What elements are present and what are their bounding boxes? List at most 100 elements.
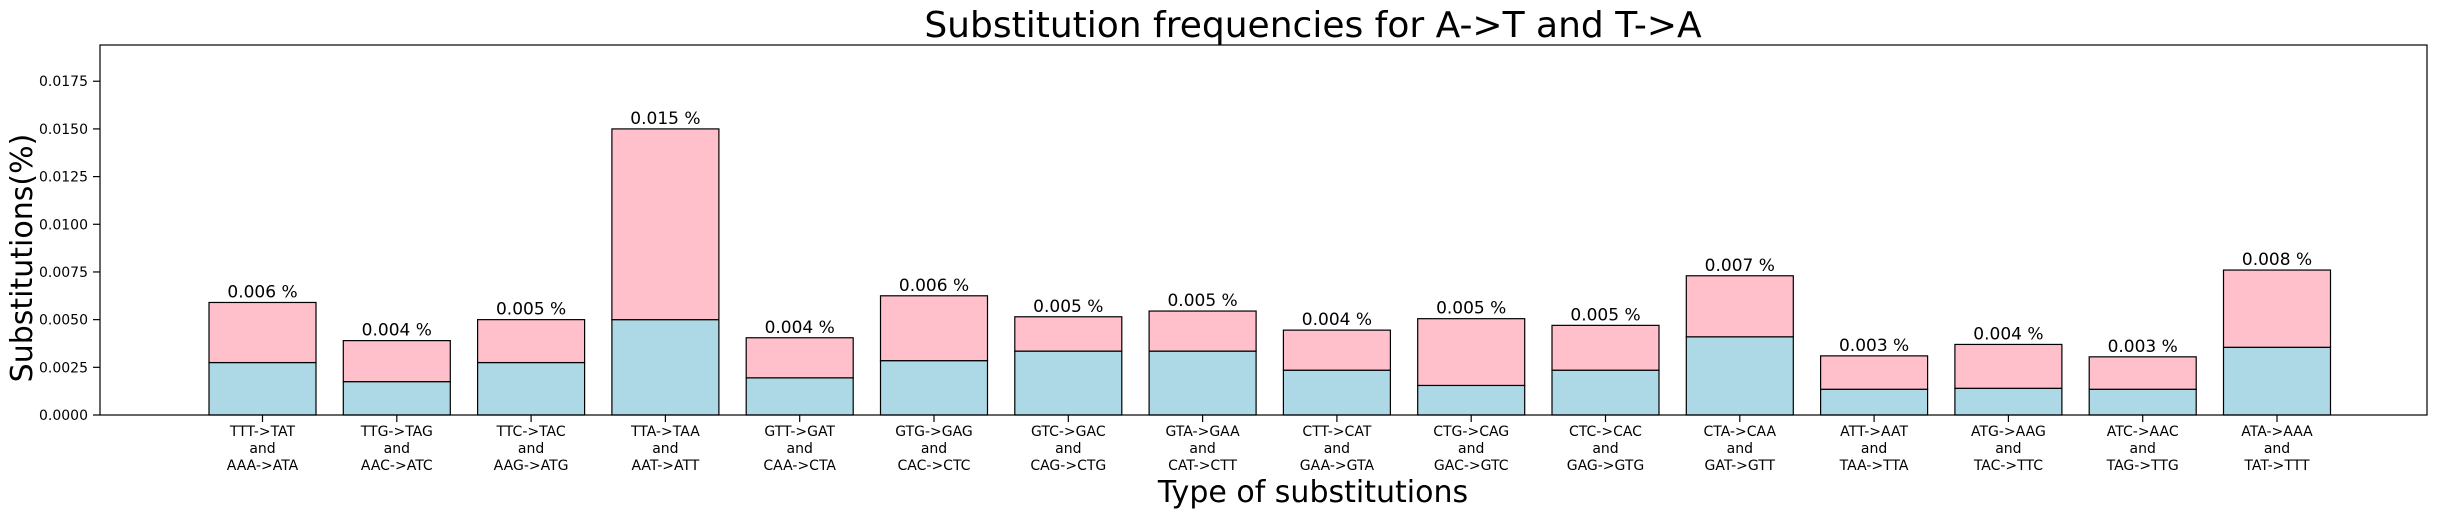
bar-segment-lower xyxy=(342,381,451,416)
x-tick-label: GTG->GAG xyxy=(895,424,973,440)
bar-segment-lower xyxy=(1819,388,1929,416)
x-tick-label: TAT->TTT xyxy=(2243,458,2310,474)
bar-segment-upper xyxy=(1014,316,1123,352)
bar-segment-upper xyxy=(1148,310,1257,352)
x-tick-label: CTC->CAC xyxy=(1569,424,1642,440)
y-tick-label: 0.0125 xyxy=(39,170,88,186)
x-tick-label: GAT->GTT xyxy=(1704,458,1775,474)
bar-segment-lower xyxy=(1148,350,1257,416)
x-tick-label: and xyxy=(1458,441,1484,457)
x-tick-label: CAT->CTT xyxy=(1168,458,1237,474)
y-tick-label: 0.0175 xyxy=(39,74,88,90)
x-tick-label: and xyxy=(384,441,410,457)
bar-segment-lower xyxy=(477,361,586,416)
bar-segment-lower xyxy=(1282,369,1392,416)
x-tick-label: GAA->GTA xyxy=(1300,458,1375,474)
x-tick-label: and xyxy=(1055,441,1081,457)
bar-total-label: 0.003 % xyxy=(1839,336,1909,356)
x-tick-label: GTC->GAC xyxy=(1031,424,1106,440)
bar-segment-lower xyxy=(1551,369,1660,416)
bar-total-label: 0.003 % xyxy=(2108,337,2178,357)
x-tick-label: CAG->CTG xyxy=(1030,458,1106,474)
x-tick-label: TAC->TTC xyxy=(1973,458,2043,474)
bar-segment-upper xyxy=(745,337,854,379)
bar-segment-upper xyxy=(2222,269,2332,348)
x-tick-label: AAG->ATG xyxy=(494,458,569,474)
y-tick-label: 0.0100 xyxy=(39,217,88,233)
x-tick-label: AAT->ATT xyxy=(631,458,699,474)
x-tick-label: TAA->TTA xyxy=(1839,458,1909,474)
bar-total-label: 0.006 % xyxy=(227,282,297,302)
x-tick-label: ATC->AAC xyxy=(2107,424,2179,440)
bar-total-label: 0.004 % xyxy=(1302,310,1372,330)
bar-segment-lower xyxy=(611,319,720,416)
bar-segment-upper xyxy=(477,319,586,364)
bar-total-label: 0.005 % xyxy=(1570,305,1640,325)
bar-total-label: 0.004 % xyxy=(765,318,835,338)
x-tick-label: CAC->CTC xyxy=(898,458,971,474)
x-tick-label: ATG->AAG xyxy=(1971,424,2046,440)
x-tick-label: GAG->GTG xyxy=(1567,458,1645,474)
bar-segment-upper xyxy=(1954,343,2063,389)
x-tick-label: GTA->GAA xyxy=(1165,424,1240,440)
bar-segment-upper xyxy=(2088,356,2197,390)
x-tick-label: and xyxy=(1324,441,1350,457)
y-axis-ticks: 0.0000 0.0025 0.0050 0.0075 0.0100 0.0125 0.01… xyxy=(39,74,100,424)
x-tick-label: GTT->GAT xyxy=(764,424,835,440)
x-tick-label: and xyxy=(249,441,275,457)
data-labels-layer: 0.006 % 0.004 % 0.005 % 0.015 % 0.004 % 0.006… xyxy=(227,109,2312,357)
x-tick-label: and xyxy=(1861,441,1887,457)
x-axis-label: Type of substitutions xyxy=(1157,475,1468,510)
x-tick-label: TTG->TAG xyxy=(360,424,433,440)
x-tick-label: and xyxy=(1995,441,2021,457)
x-tick-label: CAA->CTA xyxy=(763,458,836,474)
bar-total-label: 0.007 % xyxy=(1705,256,1775,276)
x-tick-label: and xyxy=(1727,441,1753,457)
x-tick-label: and xyxy=(787,441,813,457)
x-tick-label: TTA->TAA xyxy=(630,424,700,440)
bar-segment-lower xyxy=(879,360,989,416)
bar-segment-lower xyxy=(1954,387,2063,416)
x-tick-label: AAA->ATA xyxy=(227,458,299,474)
x-tick-label: CTG->CAG xyxy=(1433,424,1509,440)
bar-total-label: 0.006 % xyxy=(899,276,969,296)
y-tick-label: 0.0050 xyxy=(39,313,88,329)
bar-segment-upper xyxy=(1685,275,1794,338)
x-tick-label: and xyxy=(1189,441,1215,457)
y-tick-label: 0.0000 xyxy=(39,408,88,424)
x-tick-label: and xyxy=(518,441,544,457)
bar-total-label: 0.005 % xyxy=(496,300,566,320)
plot-frame xyxy=(99,44,2428,416)
x-tick-label: TTC->TAC xyxy=(496,424,566,440)
x-tick-label: TAG->TTG xyxy=(2106,458,2179,474)
x-tick-label: CTA->CAA xyxy=(1703,424,1776,440)
y-axis-label: Substitutions(%) xyxy=(5,134,40,383)
bar-segment-upper xyxy=(1819,355,1929,390)
bar-segment-lower xyxy=(2222,346,2332,416)
bar-segment-upper xyxy=(342,340,451,383)
bar-total-label: 0.005 % xyxy=(1167,291,1237,311)
x-tick-label: AAC->ATC xyxy=(361,458,433,474)
y-tick-label: 0.0075 xyxy=(39,265,88,281)
x-tick-label: and xyxy=(2130,441,2156,457)
bar-segment-lower xyxy=(1417,384,1526,416)
bar-total-label: 0.004 % xyxy=(1973,324,2043,344)
bar-segment-upper xyxy=(611,128,720,321)
y-tick-label: 0.0025 xyxy=(39,360,88,376)
x-tick-label: and xyxy=(652,441,678,457)
bar-total-label: 0.005 % xyxy=(1436,299,1506,319)
bar-segment-lower xyxy=(1014,350,1123,416)
x-tick-label: and xyxy=(2264,441,2290,457)
bar-total-label: 0.015 % xyxy=(630,109,700,129)
bars-layer xyxy=(208,128,2332,416)
x-tick-label: and xyxy=(921,441,947,457)
x-tick-label: CTT->CAT xyxy=(1302,424,1371,440)
bar-total-label: 0.005 % xyxy=(1033,297,1103,317)
bar-segment-lower xyxy=(2088,388,2197,416)
x-tick-label: GAC->GTC xyxy=(1434,458,1509,474)
bar-segment-upper xyxy=(879,295,989,362)
x-tick-label: ATA->AAA xyxy=(2241,424,2313,440)
bar-total-label: 0.008 % xyxy=(2242,250,2312,270)
